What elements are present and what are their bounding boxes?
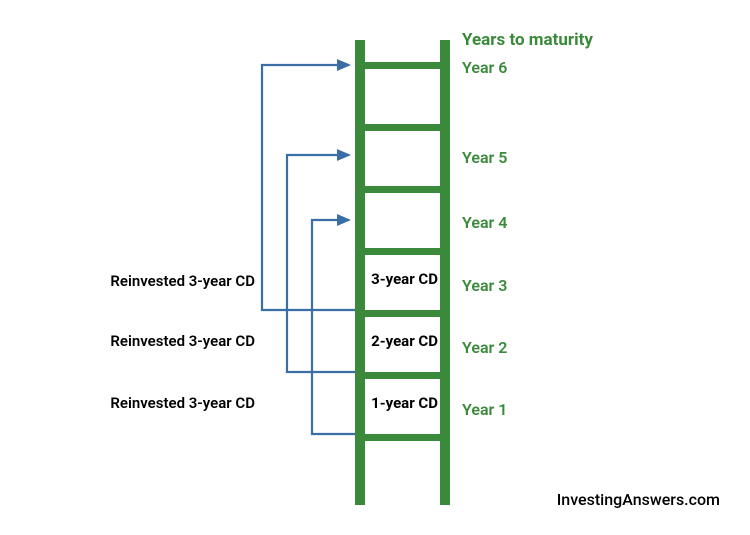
- arrowhead-icon: [337, 59, 351, 71]
- reinvest-label: Reinvested 3-year CD: [110, 272, 255, 290]
- reinvest-arrows: [0, 0, 750, 535]
- year-label: Year 2: [462, 338, 507, 357]
- year-label: Year 4: [462, 213, 507, 232]
- reinvest-label: Reinvested 3-year CD: [110, 332, 255, 350]
- attribution: InvestingAnswers.com: [557, 490, 720, 509]
- reinvest-arrow: [312, 220, 355, 434]
- reinvest-arrow: [262, 65, 355, 310]
- year-label: Year 3: [462, 276, 507, 295]
- reinvest-arrow: [287, 155, 355, 372]
- title-years-to-maturity: Years to maturity: [462, 30, 593, 50]
- reinvest-label: Reinvested 3-year CD: [110, 394, 255, 412]
- year-label: Year 5: [462, 148, 507, 167]
- cd-label: 3-year CD: [371, 270, 438, 288]
- cd-ladder-diagram: { "canvas": { "width": 750, "height": 53…: [0, 0, 750, 535]
- year-label: Year 1: [462, 400, 507, 419]
- cd-label: 1-year CD: [371, 394, 438, 412]
- arrowhead-icon: [337, 149, 351, 161]
- year-label: Year 6: [462, 58, 507, 77]
- arrowhead-icon: [337, 214, 351, 226]
- cd-label: 2-year CD: [371, 332, 438, 350]
